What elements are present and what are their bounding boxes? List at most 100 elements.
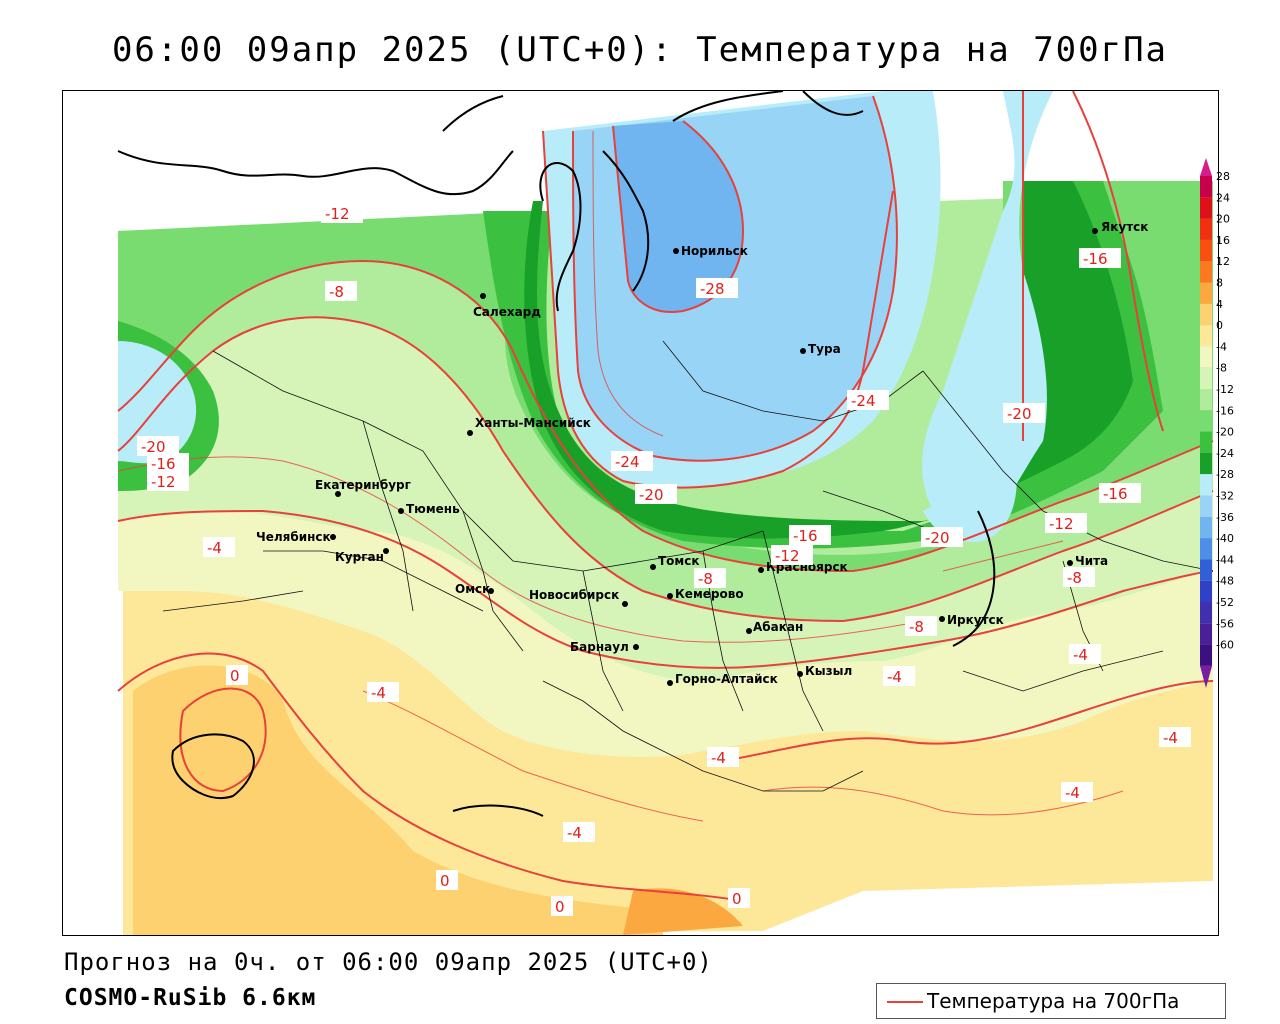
color-bar-tick-label: -28 xyxy=(1216,468,1234,481)
city-label-novosibirsk: Новосибирск xyxy=(529,588,619,602)
color-bar-bottom-arrow xyxy=(1200,666,1212,688)
city-label-khanty-mansiysk: Ханты-Мансийск xyxy=(475,416,591,430)
color-bar-cell xyxy=(1200,495,1212,517)
city-dot-chita xyxy=(1067,560,1073,566)
city-label-chelyabinsk: Челябинск xyxy=(256,530,331,544)
field-baikal-minus20 xyxy=(923,451,1017,542)
color-bar-tick-label: 16 xyxy=(1216,234,1230,247)
color-bar-tick-label: 8 xyxy=(1216,277,1223,290)
svg-text:-24: -24 xyxy=(851,392,876,410)
city-dot-yakutsk xyxy=(1092,228,1098,234)
color-bar-cell xyxy=(1200,516,1212,539)
city-label-yekaterinburg: Екатеринбург xyxy=(315,478,411,492)
map-panel[interactable]: Норильск Якутск Салехард Тура Ханты-Манс… xyxy=(62,90,1219,936)
color-bar-cell xyxy=(1200,282,1212,304)
color-bar-tick-label: -8 xyxy=(1216,362,1227,375)
svg-text:-4: -4 xyxy=(567,824,582,842)
color-bar-cell xyxy=(1200,325,1212,347)
city-dot-novosibirsk xyxy=(622,601,628,607)
city-dot-abakan xyxy=(746,628,752,634)
svg-text:-4: -4 xyxy=(1163,729,1178,747)
svg-text:-8: -8 xyxy=(1067,569,1082,587)
city-label-irkutsk: Иркутск xyxy=(947,613,1004,627)
svg-text:-8: -8 xyxy=(329,283,344,301)
map-title: 06:00 09апр 2025 (UTC+0): Температура на… xyxy=(111,30,1169,70)
svg-text:-16: -16 xyxy=(793,527,818,545)
isotherm-lines xyxy=(117,91,1214,902)
color-bar-tick-label: -12 xyxy=(1216,383,1234,396)
svg-text:-12: -12 xyxy=(1049,515,1074,533)
color-bar-cell xyxy=(1200,218,1212,240)
svg-text:0: 0 xyxy=(230,667,240,685)
city-dot-salekhard xyxy=(480,293,486,299)
color-bar: 28 24 20 16 12 8 4 0 -4 -8 -12 -16 -20 -24 -28 -32 -36 -4… xyxy=(1200,158,1234,688)
city-dot-kemerovo xyxy=(667,593,673,599)
svg-text:-4: -4 xyxy=(1065,784,1080,802)
svg-text:0: 0 xyxy=(732,890,742,908)
city-label-yakutsk: Якутск xyxy=(1101,220,1148,234)
color-bar-tick-label: -4 xyxy=(1216,340,1227,353)
city-dot-krasnoyarsk xyxy=(758,567,764,573)
city-label-abakan: Абакан xyxy=(753,620,803,634)
color-bar-tick-label: 4 xyxy=(1216,298,1223,311)
temperature-map[interactable]: Норильск Якутск Салехард Тура Ханты-Манс… xyxy=(63,91,1218,935)
color-bar-tick-label: -44 xyxy=(1216,553,1234,566)
svg-text:-12: -12 xyxy=(151,473,176,491)
city-label-gorno-altaysk: Горно-Алтайск xyxy=(675,672,778,686)
city-label-tyumen: Тюмень xyxy=(406,502,460,516)
color-bar-tick-label: -48 xyxy=(1216,575,1234,588)
color-bar-tick-label: 0 xyxy=(1216,319,1223,332)
color-bar-cell xyxy=(1200,176,1212,198)
color-bar-cell xyxy=(1200,644,1212,666)
color-bar-cell xyxy=(1200,474,1212,496)
city-dot-tomsk xyxy=(650,564,656,570)
city-label-tomsk: Томск xyxy=(658,554,700,568)
coastline-lines xyxy=(117,91,996,817)
color-bar-tick-label: 20 xyxy=(1216,213,1230,226)
svg-text:-20: -20 xyxy=(141,438,166,456)
isotherm-labels: -12 -8 -28 -16 -24 -20 -24 -20 -16 -16 -… xyxy=(137,203,1191,916)
color-bar-cell xyxy=(1200,197,1212,219)
svg-text:-20: -20 xyxy=(639,486,664,504)
city-label-tura: Тура xyxy=(808,342,841,356)
color-bar-cells: 28 24 20 16 12 8 4 0 -4 -8 -12 -16 -20 -24 -28 -32 -36 -4… xyxy=(1200,170,1234,666)
svg-text:-20: -20 xyxy=(1007,405,1032,423)
color-bar-tick-label: -32 xyxy=(1216,490,1234,503)
color-bar-tick-label: 12 xyxy=(1216,255,1230,268)
color-bar-cell xyxy=(1200,303,1212,326)
color-bar-cell xyxy=(1200,431,1212,453)
svg-text:-4: -4 xyxy=(1073,646,1088,664)
field-8-plus xyxy=(623,888,743,935)
svg-text:-24: -24 xyxy=(615,453,640,471)
color-bar-cell xyxy=(1200,346,1212,368)
svg-text:-8: -8 xyxy=(909,618,924,636)
color-bar-cell xyxy=(1200,580,1212,602)
city-dot-norilsk xyxy=(673,248,679,254)
color-bar-tick-label: -56 xyxy=(1216,617,1234,630)
city-dot-kurgan xyxy=(383,548,389,554)
field-west-cold-core xyxy=(118,341,197,464)
svg-text:-28: -28 xyxy=(700,280,725,298)
city-label-chita: Чита xyxy=(1075,554,1108,568)
city-label-salekhard: Салехард xyxy=(473,305,541,319)
svg-text:-12: -12 xyxy=(325,205,350,223)
svg-text:-16: -16 xyxy=(1083,250,1108,268)
color-bar-tick-label: 24 xyxy=(1216,191,1230,204)
model-line: COSMO-RuSib 6.6км xyxy=(64,985,317,1011)
color-bar-cell xyxy=(1200,261,1212,283)
svg-text:-4: -4 xyxy=(711,749,726,767)
city-label-kemerovo: Кемерово xyxy=(675,587,744,601)
color-bar-cell xyxy=(1200,410,1212,432)
color-bar-tick-label: 28 xyxy=(1216,170,1230,183)
city-dot-tura xyxy=(800,348,806,354)
color-bar-cell xyxy=(1200,452,1212,475)
color-bar-tick-label: -16 xyxy=(1216,404,1234,417)
svg-text:-4: -4 xyxy=(371,684,386,702)
city-label-barnaul: Барнаул xyxy=(570,640,629,654)
legend-line-sample xyxy=(887,1001,923,1003)
svg-text:-4: -4 xyxy=(887,668,902,686)
city-dot-omsk xyxy=(488,588,494,594)
color-bar-top-arrow xyxy=(1200,158,1212,176)
color-bar-tick-label: -36 xyxy=(1216,511,1234,524)
city-dot-barnaul xyxy=(633,644,639,650)
